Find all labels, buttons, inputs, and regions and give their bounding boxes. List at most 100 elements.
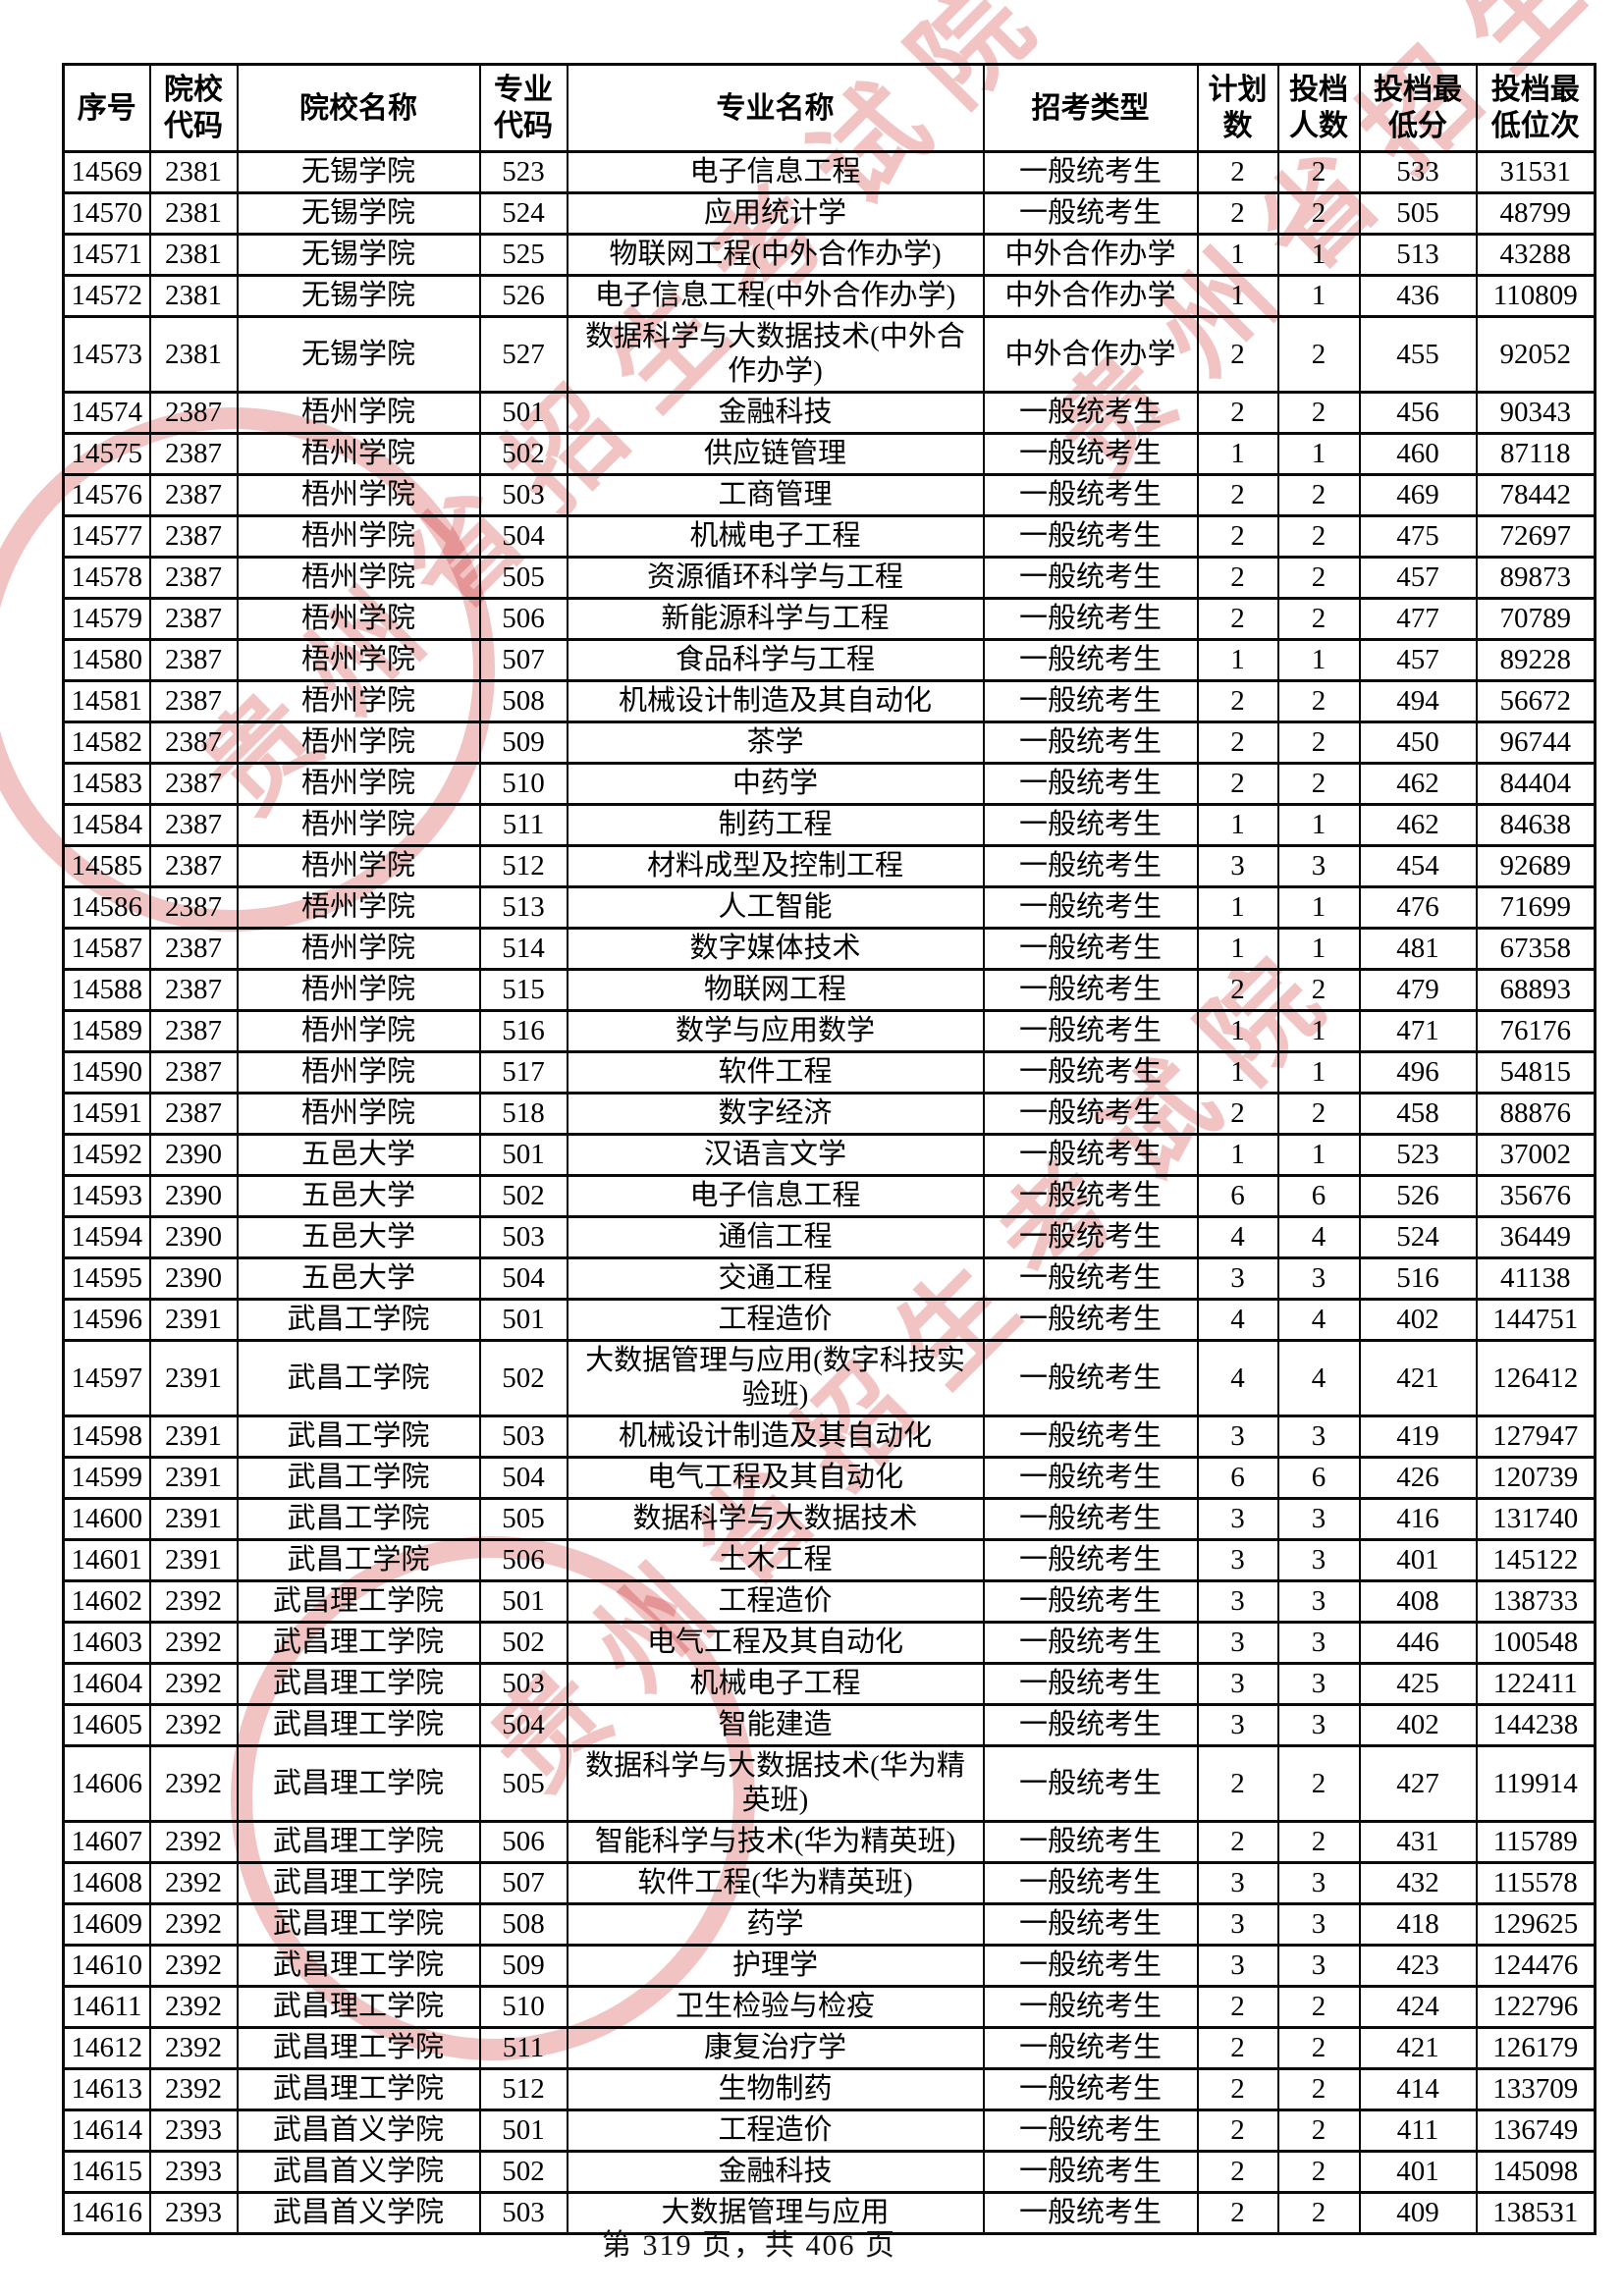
cell: 数字经济 xyxy=(566,1092,985,1136)
cell: 1 xyxy=(1276,1009,1361,1053)
column-header: 投档人数 xyxy=(1276,63,1361,153)
cell: 药学 xyxy=(566,1902,985,1947)
cell: 119914 xyxy=(1475,1744,1597,1823)
cell: 1 xyxy=(1276,1133,1361,1177)
cell: 2 xyxy=(1276,191,1361,236)
cell: 462 xyxy=(1358,762,1478,806)
cell: 梧州学院 xyxy=(236,638,481,682)
cell: 507 xyxy=(478,1861,568,1905)
cell: 14592 xyxy=(62,1133,151,1177)
cell: 2 xyxy=(1276,2191,1361,2235)
cell: 2 xyxy=(1196,721,1279,765)
cell: 494 xyxy=(1358,679,1478,723)
cell: 3 xyxy=(1196,1579,1279,1624)
cell: 一般统考生 xyxy=(982,1092,1199,1136)
cell: 武昌首义学院 xyxy=(236,2109,481,2153)
cell: 145122 xyxy=(1475,1538,1597,1582)
cell: 3 xyxy=(1196,1415,1279,1459)
cell: 数据科学与大数据技术 xyxy=(566,1497,985,1541)
cell: 115578 xyxy=(1475,1861,1597,1905)
cell: 533 xyxy=(1358,150,1478,194)
table-row: 14578 2387 梧州学院 505 资源循环科学与工程 一般统考生 2 2 457 89873 xyxy=(62,556,1597,600)
cell: 3 xyxy=(1276,1579,1361,1624)
table-row: 14601 2391 武昌工学院 506 土木工程 一般统考生 3 3 401 145122 xyxy=(62,1538,1597,1582)
cell: 1 xyxy=(1276,927,1361,971)
cell: 35676 xyxy=(1475,1174,1597,1218)
cell: 136749 xyxy=(1475,2109,1597,2153)
cell: 2387 xyxy=(148,432,239,476)
cell: 4 xyxy=(1276,1339,1361,1417)
cell: 电气工程及其自动化 xyxy=(566,1621,985,1665)
cell: 大数据管理与应用 xyxy=(566,2191,985,2235)
cell: 一般统考生 xyxy=(982,1456,1199,1500)
cell: 3 xyxy=(1276,1497,1361,1541)
cell: 机械电子工程 xyxy=(566,514,985,559)
cell: 501 xyxy=(478,1298,568,1342)
cell: 501 xyxy=(478,1133,568,1177)
cell: 一般统考生 xyxy=(982,2109,1199,2153)
cell: 2387 xyxy=(148,844,239,888)
cell: 14578 xyxy=(62,556,151,600)
table-row: 14605 2392 武昌理工学院 504 智能建造 一般统考生 3 3 402 144238 xyxy=(62,1703,1597,1747)
cell: 3 xyxy=(1196,1944,1279,1988)
cell: 408 xyxy=(1358,1579,1478,1624)
cell: 梧州学院 xyxy=(236,1092,481,1136)
cell: 129625 xyxy=(1475,1902,1597,1947)
cell: 504 xyxy=(478,1703,568,1747)
table-row: 14604 2392 武昌理工学院 503 机械电子工程 一般统考生 3 3 425 122411 xyxy=(62,1662,1597,1706)
cell: 526 xyxy=(1358,1174,1478,1218)
cell: 一般统考生 xyxy=(982,191,1199,236)
cell: 1 xyxy=(1276,274,1361,318)
cell: 一般统考生 xyxy=(982,1133,1199,1177)
cell: 14586 xyxy=(62,885,151,930)
cell: 115789 xyxy=(1475,1820,1597,1864)
cell: 4 xyxy=(1276,1298,1361,1342)
cell: 武昌理工学院 xyxy=(236,1703,481,1747)
cell: 五邑大学 xyxy=(236,1133,481,1177)
cell: 14574 xyxy=(62,391,151,435)
cell: 504 xyxy=(478,514,568,559)
cell: 37002 xyxy=(1475,1133,1597,1177)
cell: 3 xyxy=(1196,1621,1279,1665)
cell: 496 xyxy=(1358,1050,1478,1095)
cell: 2387 xyxy=(148,679,239,723)
cell: 14580 xyxy=(62,638,151,682)
cell: 526 xyxy=(478,274,568,318)
cell: 508 xyxy=(478,679,568,723)
cell: 96744 xyxy=(1475,721,1597,765)
cell: 1 xyxy=(1196,274,1279,318)
table-row: 14586 2387 梧州学院 513 人工智能 一般统考生 1 1 476 71699 xyxy=(62,885,1597,930)
cell: 2 xyxy=(1276,679,1361,723)
cell: 无锡学院 xyxy=(236,233,481,277)
cell: 145098 xyxy=(1475,2150,1597,2194)
table-row: 14589 2387 梧州学院 516 数学与应用数学 一般统考生 1 1 471 76176 xyxy=(62,1009,1597,1053)
cell: 2 xyxy=(1276,762,1361,806)
table-row: 14591 2387 梧州学院 518 数字经济 一般统考生 2 2 458 88876 xyxy=(62,1092,1597,1136)
cell: 一般统考生 xyxy=(982,150,1199,194)
cell: 梧州学院 xyxy=(236,1009,481,1053)
cell: 1 xyxy=(1196,927,1279,971)
cell: 2392 xyxy=(148,1861,239,1905)
cell: 武昌理工学院 xyxy=(236,1985,481,2029)
cell: 一般统考生 xyxy=(982,1538,1199,1582)
table-row: 14603 2392 武昌理工学院 502 电气工程及其自动化 一般统考生 3 3 446 100… xyxy=(62,1621,1597,1665)
table-row: 14571 2381 无锡学院 525 物联网工程(中外合作办学) 中外合作办学 1 1 513… xyxy=(62,233,1597,277)
cell: 3 xyxy=(1196,1703,1279,1747)
cell: 509 xyxy=(478,721,568,765)
cell: 一般统考生 xyxy=(982,679,1199,723)
cell: 518 xyxy=(478,1092,568,1136)
cell: 2387 xyxy=(148,721,239,765)
cell: 56672 xyxy=(1475,679,1597,723)
cell: 一般统考生 xyxy=(982,1050,1199,1095)
cell: 机械电子工程 xyxy=(566,1662,985,1706)
cell: 2 xyxy=(1276,2067,1361,2111)
cell: 2 xyxy=(1196,556,1279,600)
cell: 48799 xyxy=(1475,191,1597,236)
cell: 梧州学院 xyxy=(236,391,481,435)
cell: 武昌工学院 xyxy=(236,1298,481,1342)
cell: 514 xyxy=(478,927,568,971)
cell: 14607 xyxy=(62,1820,151,1864)
cell: 武昌理工学院 xyxy=(236,2026,481,2070)
cell: 100548 xyxy=(1475,1621,1597,1665)
cell: 2 xyxy=(1276,150,1361,194)
